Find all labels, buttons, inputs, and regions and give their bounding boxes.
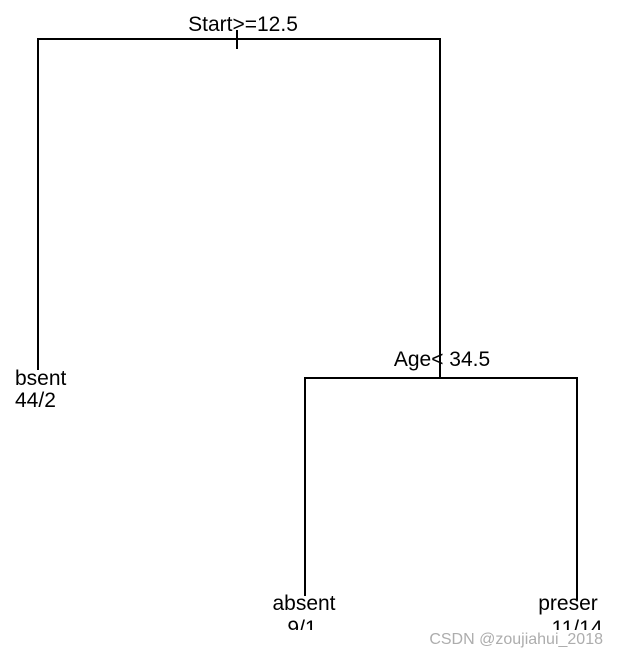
age-split-horizontal-branch (304, 377, 578, 379)
leaf-right-counts-clip: 11/14 (552, 618, 603, 630)
leaf-right-class-label: preser (538, 592, 598, 615)
leaf-middle-class-label: absent (272, 592, 336, 615)
root-left-vertical-branch (37, 38, 39, 370)
age-right-vertical-branch (576, 377, 578, 600)
root-split-label: Start>=12.5 (188, 13, 298, 36)
leaf-left-counts-label: 44/2 (15, 389, 56, 412)
csdn-watermark: CSDN @zoujiahui_2018 (429, 631, 603, 648)
age-split-label: Age< 34.5 (393, 348, 491, 371)
leaf-middle-counts-clip: 9/1 (287, 618, 316, 630)
root-right-vertical-branch (439, 38, 441, 379)
leaf-right-counts-label: 11/14 (551, 618, 603, 630)
leaf-left-class-label: bsent (15, 367, 67, 390)
leaf-middle-counts-label: 9/1 (287, 618, 317, 630)
age-left-vertical-branch (304, 377, 306, 596)
root-split-horizontal-branch (37, 38, 441, 40)
